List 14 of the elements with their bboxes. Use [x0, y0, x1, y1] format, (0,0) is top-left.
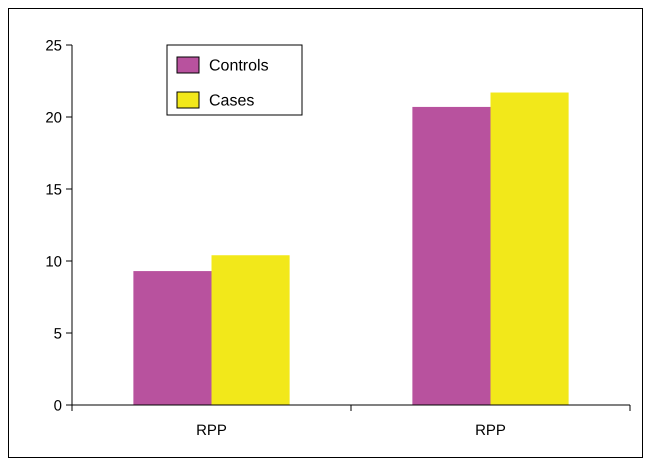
y-tick-label: 15 [45, 181, 62, 198]
y-tick-label: 20 [45, 109, 62, 126]
bar [212, 255, 290, 405]
bar [412, 106, 490, 405]
x-tick-label: RPP [475, 422, 506, 439]
y-tick-label: 25 [45, 37, 62, 54]
y-tick-label: 10 [45, 253, 62, 270]
y-tick-label: 0 [54, 397, 62, 414]
bar [133, 271, 212, 405]
legend-label: Controls [209, 58, 269, 75]
y-tick-label: 5 [54, 325, 62, 342]
bar [490, 92, 569, 405]
x-tick-label: RPP [196, 422, 227, 439]
legend-label: Cases [209, 92, 254, 110]
